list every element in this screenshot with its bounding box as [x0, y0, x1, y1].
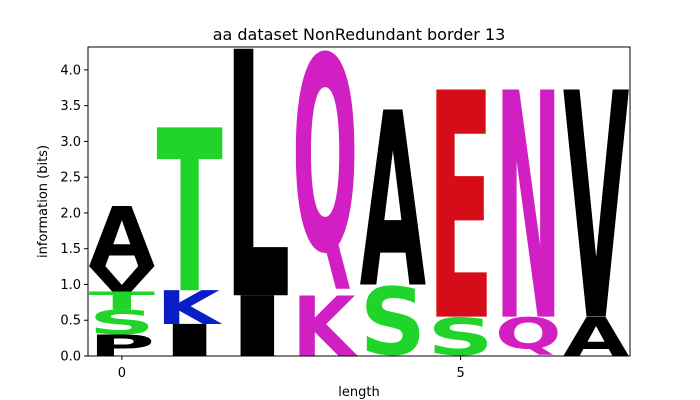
- plot-frame: [87, 46, 631, 357]
- logo-letter-v-pos7: V: [563, 28, 629, 391]
- y-tick-label: 0.0: [60, 350, 81, 365]
- logo-letter-q-pos6: Q: [495, 309, 561, 359]
- x-axis-label: length: [338, 385, 379, 400]
- logo-letter-i-pos2: I: [224, 279, 290, 376]
- x-tick-label: 5: [456, 366, 464, 381]
- logo-letter-a-pos4: A: [360, 62, 426, 342]
- logo-letter-p-pos0: P: [89, 328, 155, 362]
- y-tick-label: 3.5: [60, 99, 81, 114]
- logo-letter-s-pos5: S: [427, 308, 493, 368]
- logo-letter-s-pos0: S: [89, 304, 155, 342]
- logo-letter-v-pos0: V: [89, 260, 156, 300]
- chart-title: aa dataset NonRedundant border 13: [213, 25, 506, 44]
- x-tick-label: 0: [118, 366, 126, 381]
- logo-letter-k-pos3: K: [292, 279, 358, 376]
- logo-letter-t-pos1: T: [156, 83, 222, 344]
- axes: 0.0 0.5 1.0 1.5 2.0 2.5 3.0 3.5 4.0 0 5: [60, 46, 631, 381]
- logo-letter-k-pos1: K: [156, 281, 223, 335]
- logo-letter-e-pos5: E: [427, 29, 493, 391]
- logo-letter-n-pos6: N: [495, 27, 561, 390]
- y-axis-label: information (bits): [36, 145, 51, 258]
- y-tick-label: 2.0: [60, 206, 81, 221]
- y-tick-label: 4.0: [60, 63, 81, 78]
- y-tick-label: 2.5: [60, 171, 81, 186]
- logo-letter-a-pos7: A: [563, 306, 630, 368]
- y-tick-label: 3.0: [60, 135, 81, 150]
- logo-letter-q-pos3: Q: [292, 1, 358, 313]
- logo-letter-s-pos4: S: [360, 268, 426, 376]
- logo-letter-l-pos2: L: [224, 0, 290, 375]
- logo-letter-i-pos1: I: [156, 315, 222, 367]
- y-tick-label: 0.5: [60, 314, 81, 329]
- logo-letter-a-pos0: A: [89, 190, 155, 287]
- y-tick-label: 1.0: [60, 278, 81, 293]
- logo-letter-t-pos0: T: [89, 287, 156, 316]
- y-tick-label: 1.5: [60, 242, 81, 257]
